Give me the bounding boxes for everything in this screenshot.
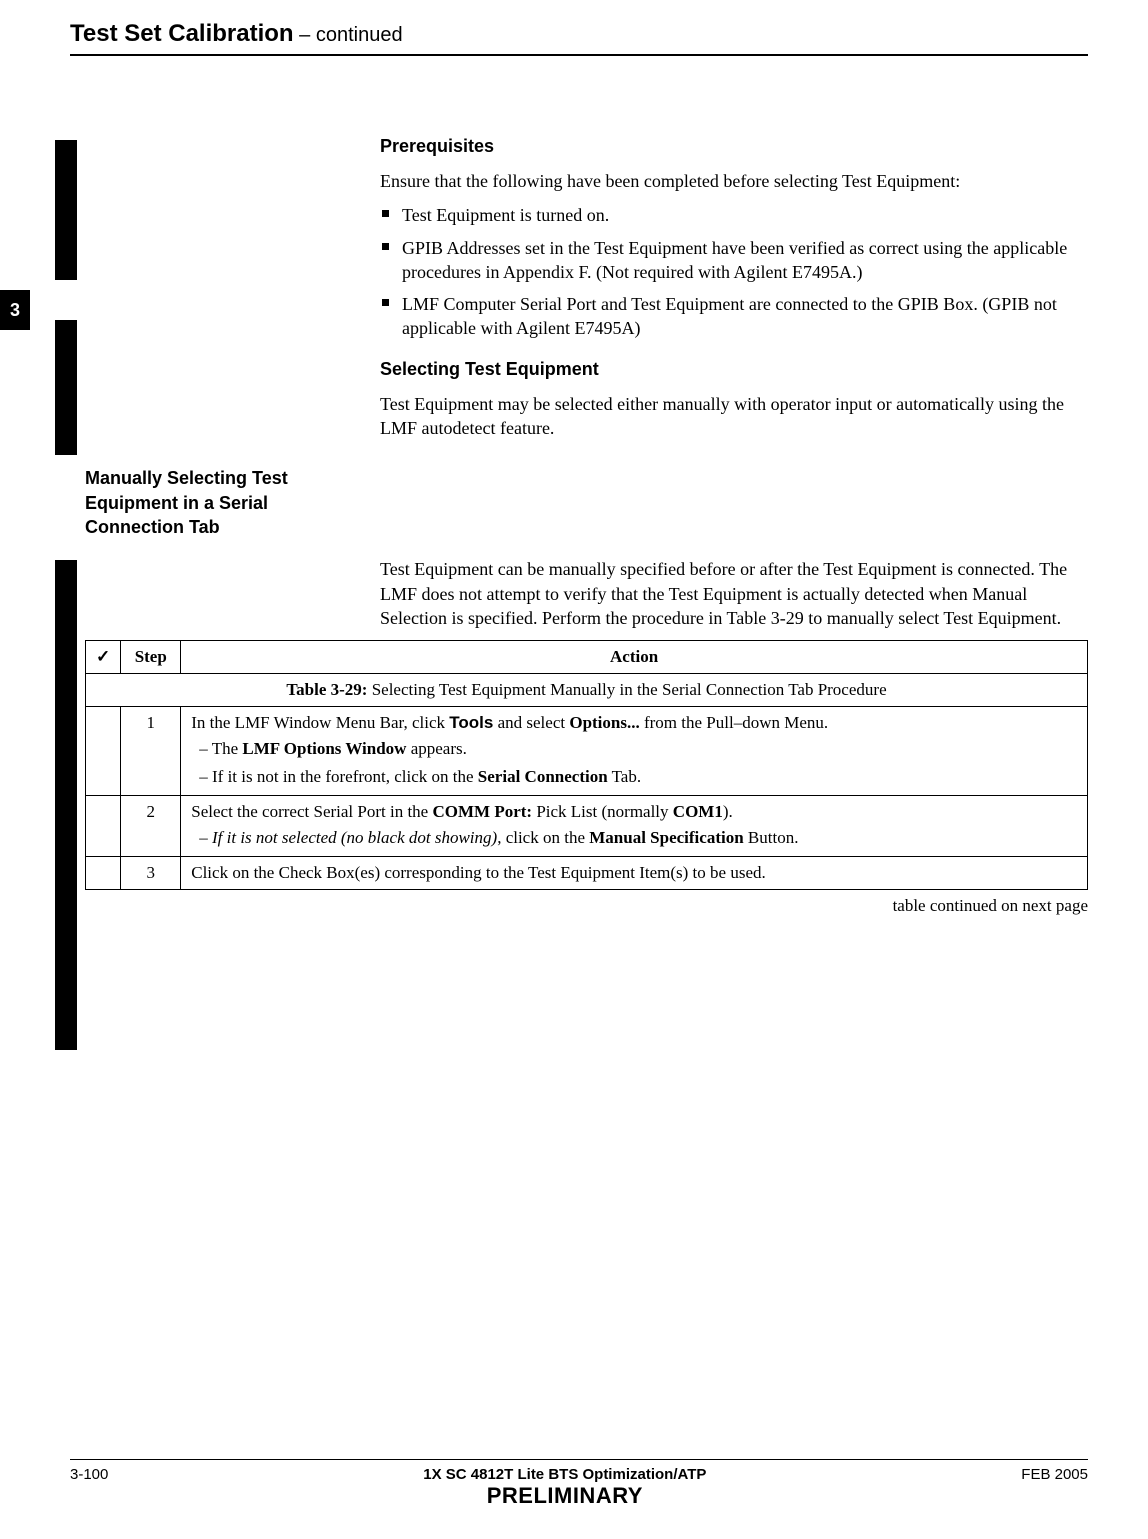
sub-bold: LMF Options Window bbox=[242, 739, 406, 758]
selecting-heading: Selecting Test Equipment bbox=[380, 359, 1078, 380]
action-cell: In the LMF Window Menu Bar, click Tools … bbox=[181, 707, 1088, 796]
sub-text: , click on the bbox=[497, 828, 589, 847]
action-text: Select the correct Serial Port in the bbox=[191, 802, 432, 821]
table-header-row: ✓ Step Action bbox=[86, 641, 1088, 674]
table-row: 1 In the LMF Window Menu Bar, click Tool… bbox=[86, 707, 1088, 796]
table-caption-text: Selecting Test Equipment Manually in the… bbox=[367, 680, 886, 699]
col-step: Step bbox=[121, 641, 181, 674]
sub-bold: Manual Specification bbox=[589, 828, 743, 847]
action-text: ). bbox=[723, 802, 733, 821]
procedure-table: Table 3-29: Selecting Test Equipment Man… bbox=[85, 640, 1088, 889]
check-cell bbox=[86, 856, 121, 889]
page-footer: 3-100 1X SC 4812T Lite BTS Optimization/… bbox=[70, 1459, 1088, 1509]
action-cell: Select the correct Serial Port in the CO… bbox=[181, 795, 1088, 856]
prereq-intro: Ensure that the following have been comp… bbox=[380, 169, 1078, 193]
action-cell: Click on the Check Box(es) corresponding… bbox=[181, 856, 1088, 889]
table-row: 2 Select the correct Serial Port in the … bbox=[86, 795, 1088, 856]
action-bold: Options... bbox=[569, 713, 639, 732]
procedure-table-wrap: Table 3-29: Selecting Test Equipment Man… bbox=[85, 640, 1088, 915]
col-action: Action bbox=[181, 641, 1088, 674]
chapter-tab: 3 bbox=[0, 290, 30, 330]
check-cell bbox=[86, 795, 121, 856]
action-bold: Tools bbox=[449, 713, 493, 732]
sub-italic: If it is not selected (no black dot show… bbox=[212, 828, 497, 847]
action-text: In the LMF Window Menu Bar, click bbox=[191, 713, 449, 732]
sub-bold: Serial Connection bbox=[478, 767, 608, 786]
selecting-para: Test Equipment may be selected either ma… bbox=[380, 392, 1078, 441]
check-cell bbox=[86, 707, 121, 796]
table-caption-row: Table 3-29: Selecting Test Equipment Man… bbox=[86, 674, 1088, 707]
step-cell: 2 bbox=[121, 795, 181, 856]
table-caption-prefix: Table 3-29: bbox=[286, 680, 367, 699]
manual-para: Test Equipment can be manually specified… bbox=[380, 557, 1078, 630]
footer-page-number: 3-100 bbox=[70, 1466, 108, 1483]
action-text: and select bbox=[493, 713, 569, 732]
action-bold: COM1 bbox=[673, 802, 723, 821]
col-check: ✓ bbox=[86, 641, 121, 674]
step-cell: 3 bbox=[121, 856, 181, 889]
manual-heading: Manually Selecting Test Equipment in a S… bbox=[85, 466, 325, 539]
action-sub: – If it is not in the forefront, click o… bbox=[191, 765, 1077, 789]
sub-text: – The bbox=[199, 739, 242, 758]
page-title: Test Set Calibration bbox=[70, 20, 294, 47]
page-header: Test Set Calibration – continued bbox=[70, 20, 1088, 56]
action-bold: COMM Port: bbox=[432, 802, 532, 821]
list-item: GPIB Addresses set in the Test Equipment… bbox=[380, 236, 1078, 285]
sub-text: Button. bbox=[744, 828, 799, 847]
action-text: Pick List (normally bbox=[532, 802, 673, 821]
action-sub: – If it is not selected (no black dot sh… bbox=[191, 826, 1077, 850]
revision-bar bbox=[55, 140, 77, 280]
sub-text: appears. bbox=[406, 739, 466, 758]
sub-text: – bbox=[199, 828, 212, 847]
table-continued-note: table continued on next page bbox=[140, 896, 1088, 916]
page-title-continued: – continued bbox=[294, 24, 403, 46]
action-text: from the Pull–down Menu. bbox=[640, 713, 828, 732]
revision-bar bbox=[55, 560, 77, 1050]
prereq-heading: Prerequisites bbox=[380, 136, 1078, 157]
list-item: LMF Computer Serial Port and Test Equipm… bbox=[380, 292, 1078, 341]
sub-text: – If it is not in the forefront, click o… bbox=[199, 767, 478, 786]
step-cell: 1 bbox=[121, 707, 181, 796]
table-caption: Table 3-29: Selecting Test Equipment Man… bbox=[86, 674, 1088, 707]
table-row: 3 Click on the Check Box(es) correspondi… bbox=[86, 856, 1088, 889]
sub-text: Tab. bbox=[608, 767, 641, 786]
footer-date: FEB 2005 bbox=[1021, 1466, 1088, 1483]
revision-bar bbox=[55, 320, 77, 455]
footer-center: 1X SC 4812T Lite BTS Optimization/ATP PR… bbox=[108, 1466, 1021, 1509]
action-sub: – The LMF Options Window appears. bbox=[191, 737, 1077, 761]
prereq-list: Test Equipment is turned on. GPIB Addres… bbox=[380, 203, 1078, 340]
footer-doc-title: 1X SC 4812T Lite BTS Optimization/ATP bbox=[108, 1466, 1021, 1483]
list-item: Test Equipment is turned on. bbox=[380, 203, 1078, 227]
footer-preliminary: PRELIMINARY bbox=[108, 1483, 1021, 1509]
